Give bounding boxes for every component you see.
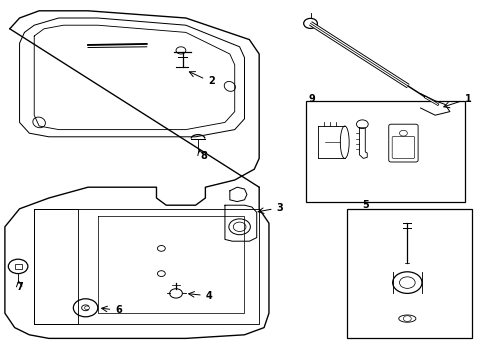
Text: 8: 8 — [200, 151, 207, 161]
Text: 9: 9 — [307, 94, 314, 104]
Text: 3: 3 — [276, 203, 283, 213]
Text: 2: 2 — [207, 76, 214, 86]
Bar — [305, 101, 464, 202]
Text: 5: 5 — [361, 200, 368, 210]
Text: 6: 6 — [115, 305, 122, 315]
Bar — [346, 209, 471, 338]
Text: 4: 4 — [205, 291, 212, 301]
Text: 7: 7 — [16, 282, 23, 292]
Bar — [15, 264, 21, 269]
Text: 1: 1 — [464, 94, 470, 104]
